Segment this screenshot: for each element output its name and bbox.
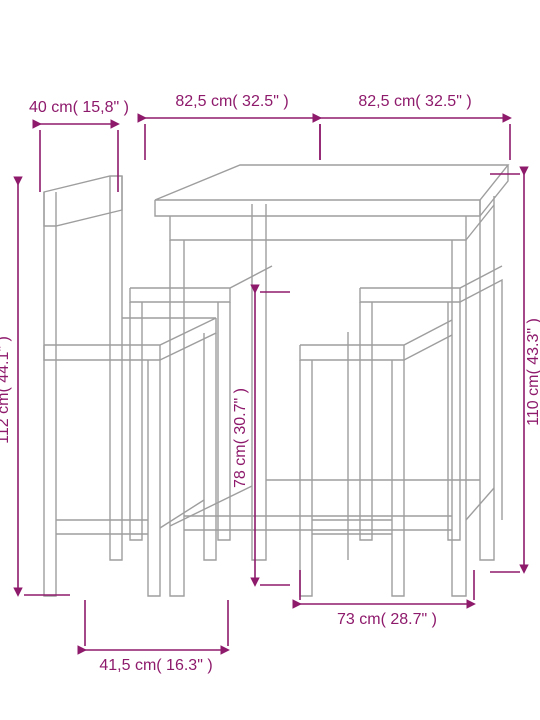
dimension-table-height-right: 110 cm( 43.3" ) xyxy=(490,174,540,572)
dimension-chair-depth-top: 40 cm( 15,8" ) xyxy=(29,99,129,192)
dimension-label: 82,5 cm( 32.5" ) xyxy=(175,93,288,110)
chair-back-left xyxy=(130,266,272,540)
dimension-table-depth-top: 82,5 cm( 32.5" ) xyxy=(145,93,320,160)
dimension-label: 41,5 cm( 16.3" ) xyxy=(99,657,212,674)
dimension-label: 73 cm( 28.7" ) xyxy=(337,611,437,628)
dimension-annotations: 40 cm( 15,8" ) 82,5 cm( 32.5" ) 82,5 cm( 3… xyxy=(0,93,540,674)
dimension-label: 110 cm( 43.3" ) xyxy=(525,318,540,426)
furniture-drawing xyxy=(44,165,508,596)
dimension-bottom-width: 41,5 cm( 16.3" ) xyxy=(85,600,228,674)
dimension-table-inner-height: 78 cm( 30.7" ) xyxy=(232,292,290,585)
dimension-label: 78 cm( 30.7" ) xyxy=(232,388,249,488)
dimension-label: 40 cm( 15,8" ) xyxy=(29,99,129,116)
furniture-dimension-diagram: 40 cm( 15,8" ) 82,5 cm( 32.5" ) 82,5 cm( 3… xyxy=(0,0,540,720)
chair-front-right xyxy=(300,320,452,596)
dimension-label: 112 cm( 44.1" ) xyxy=(0,336,12,444)
dimension-right-bottom-width: 73 cm( 28.7" ) xyxy=(300,570,474,628)
dimension-table-width-top: 82,5 cm( 32.5" ) xyxy=(320,93,510,160)
dimension-label: 82,5 cm( 32.5" ) xyxy=(358,93,471,110)
